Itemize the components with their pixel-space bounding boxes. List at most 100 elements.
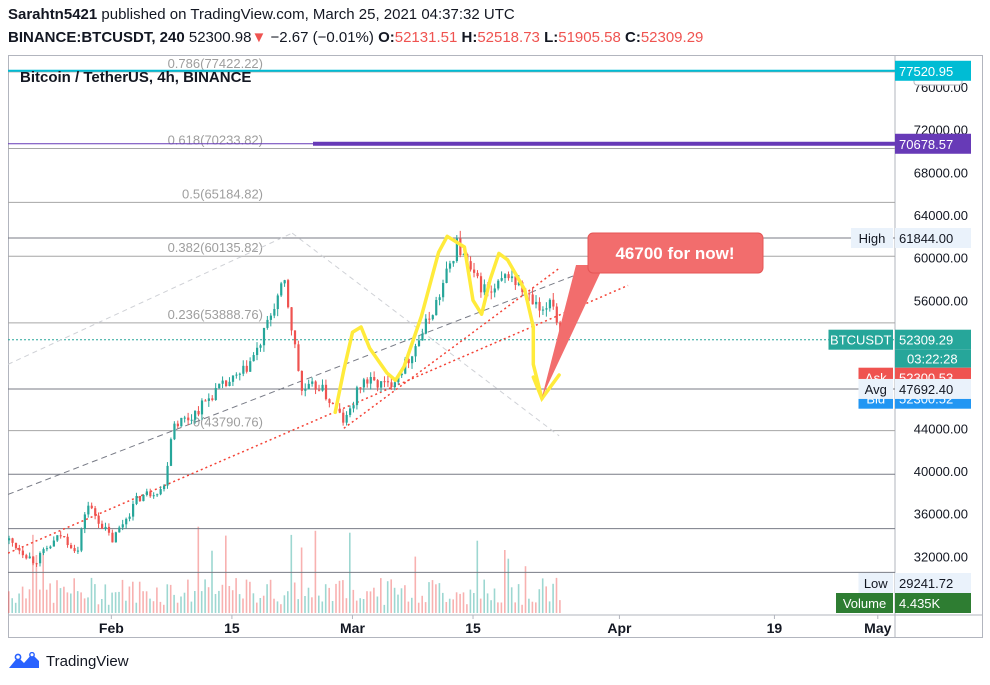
- volume-bar: [290, 534, 293, 613]
- volume-bar: [448, 598, 451, 613]
- candle-body: [266, 319, 269, 328]
- volume-bar: [11, 598, 13, 613]
- candle-body: [28, 556, 31, 559]
- volume-bar: [359, 598, 361, 613]
- candle-body: [290, 307, 293, 331]
- price-label: 70678.57: [895, 133, 971, 154]
- volume-bar: [18, 593, 20, 613]
- volume-bar: [424, 602, 427, 613]
- high-value: 52518.73: [477, 29, 540, 46]
- candle-body: [531, 294, 534, 305]
- volume-bar: [548, 601, 551, 613]
- candle-body: [538, 301, 541, 311]
- volume-bar: [266, 584, 268, 613]
- price-label-value: 77520.95: [899, 64, 953, 79]
- volume-bar: [225, 535, 227, 613]
- candle-body: [483, 284, 486, 293]
- volume-bar: [56, 580, 58, 613]
- candle-body: [504, 274, 507, 279]
- fib-level-label: 0.382(60135.82): [168, 240, 263, 255]
- tradingview-logo-icon: [9, 652, 39, 668]
- callout-box: [587, 232, 764, 274]
- volume-bar: [83, 598, 86, 613]
- volume-bar: [355, 600, 358, 613]
- callout-pointer: [541, 265, 604, 398]
- volume-bar: [200, 591, 203, 613]
- close-label: C:: [624, 29, 641, 46]
- volume-bar: [517, 584, 520, 613]
- candle-body: [135, 496, 138, 504]
- price-label: Avg 47692.40: [858, 378, 971, 399]
- fib-level-label: 0.236(53888.76): [168, 307, 263, 322]
- candle-body: [424, 318, 428, 334]
- close-value: 52309.29: [640, 29, 704, 46]
- candle-body: [101, 523, 104, 529]
- price-label: High 61844.00: [851, 227, 971, 248]
- candle-body: [497, 280, 500, 289]
- candle-body: [507, 274, 510, 279]
- volume-bar: [28, 589, 31, 613]
- volume-bar: [559, 600, 561, 613]
- last-price: 52300.98: [188, 29, 252, 46]
- candle-body: [528, 293, 531, 295]
- volume-bar: [49, 583, 51, 613]
- brand-name: TradingView: [46, 652, 129, 670]
- candle-body: [417, 340, 421, 347]
- candle-body: [225, 380, 228, 386]
- volume-bar: [35, 555, 38, 613]
- low-label: L:: [544, 29, 559, 46]
- candle-body: [128, 516, 131, 519]
- price-label-value-bg: [895, 227, 971, 248]
- price-chart[interactable]: 0.786(77422.22) 0.618(70233.82) 0.5(65184.…: [8, 55, 983, 638]
- candle-body: [252, 355, 255, 362]
- candle-body: [552, 299, 555, 307]
- price-label: Low 29241.72: [858, 573, 971, 593]
- price-label-value: 29241.72: [899, 576, 953, 591]
- fib-trend-diagonal-a: [8, 232, 293, 365]
- x-tick-label: 19: [767, 620, 783, 636]
- candle-body: [414, 346, 417, 357]
- candle-body: [362, 379, 365, 388]
- volume-bar: [262, 595, 265, 613]
- fib-level-label: 0.5(65184.82): [182, 186, 263, 201]
- volume-bar: [528, 598, 530, 613]
- candle-body: [245, 365, 248, 372]
- y-tick-label: 44000.00: [914, 421, 968, 436]
- candle-body: [63, 536, 66, 538]
- y-tick-label: 36000.00: [914, 507, 968, 522]
- candle-body: [283, 280, 286, 284]
- candle-body: [52, 540, 55, 547]
- price-label-name: Avg: [865, 382, 887, 397]
- candle-body: [428, 318, 431, 320]
- volume-bar: [107, 604, 110, 613]
- high-label: H:: [461, 29, 478, 46]
- volume-bar: [383, 604, 386, 613]
- candle-body: [321, 384, 324, 391]
- candle-body: [297, 344, 300, 371]
- volume-bar: [252, 593, 255, 613]
- volume-bar: [462, 592, 465, 613]
- candle-body: [204, 400, 207, 402]
- price-label-tag-bg: [851, 227, 893, 248]
- volume-bar: [135, 602, 138, 613]
- volume-bar: [524, 566, 527, 613]
- candle-body: [104, 526, 107, 529]
- candle-body: [421, 333, 424, 341]
- volume-bar: [490, 600, 492, 613]
- volume-bar: [376, 596, 379, 613]
- candle-body: [35, 563, 38, 565]
- candle-body: [163, 485, 166, 490]
- candle-body: [462, 254, 465, 256]
- volume-bar: [469, 589, 472, 613]
- candle-body: [342, 412, 345, 423]
- candle-body: [176, 423, 179, 427]
- candle-body: [14, 542, 18, 549]
- volume-bar: [304, 596, 306, 613]
- volume-bar: [211, 550, 213, 613]
- volume-bar: [514, 602, 516, 613]
- price-label-value-bg: [895, 133, 971, 154]
- volume-bar: [445, 602, 448, 613]
- volume-bar: [214, 594, 217, 613]
- author-name[interactable]: Sarahtn5421: [8, 6, 98, 23]
- price-label-tag-bg: [828, 329, 893, 350]
